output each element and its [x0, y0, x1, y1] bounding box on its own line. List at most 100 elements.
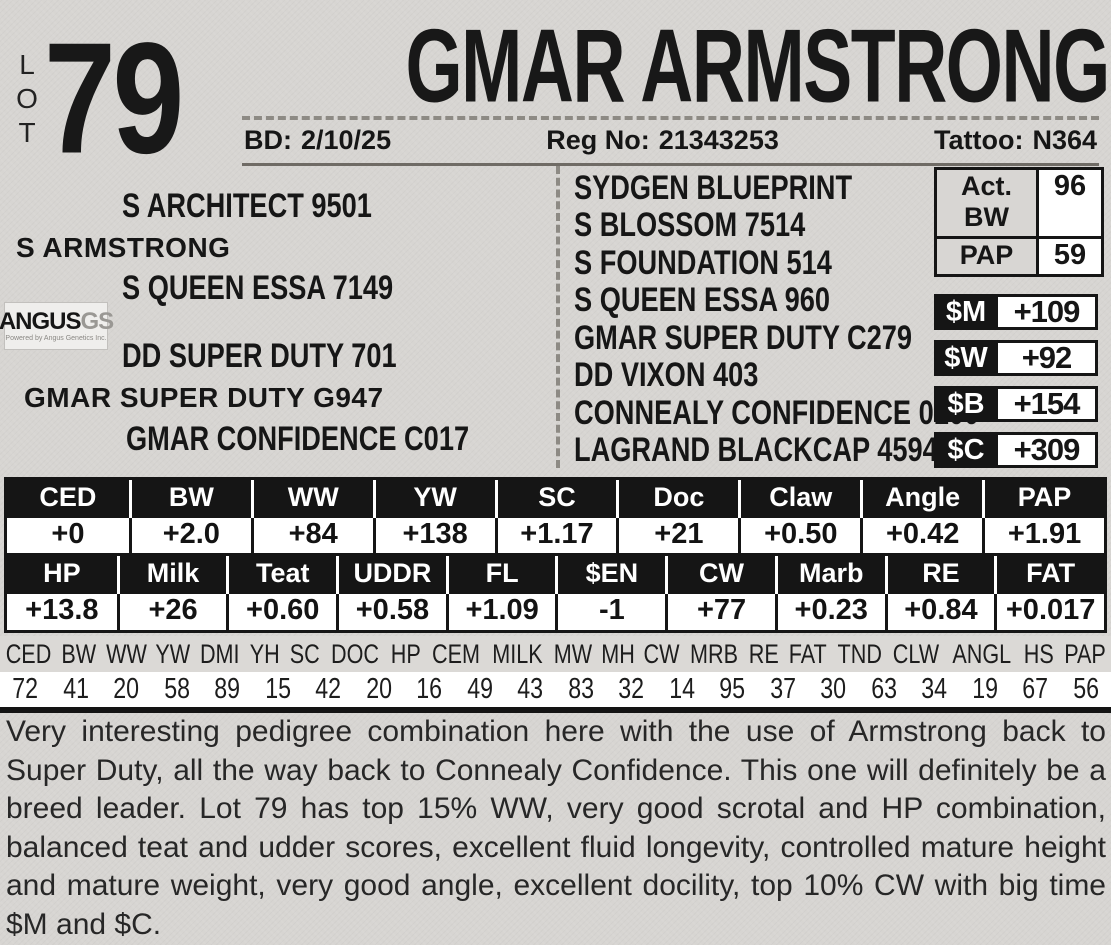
pedigree-ancestor-line: SYDGEN BLUEPRINT	[574, 169, 853, 207]
percentile-header-cell: HP	[390, 638, 421, 669]
page-title: GMAR ARMSTRONG N364	[232, 14, 1111, 118]
percentile-value-cell: 67	[1022, 673, 1049, 705]
reg-no-field: Reg No: 21343253	[546, 125, 779, 156]
percentile-value-cell: 89	[214, 673, 241, 705]
percentile-value-cell: 15	[264, 673, 291, 705]
angus-gs-logo-tagline: Powered by Angus Genetics Inc.	[5, 334, 107, 342]
dollar-index-column: $M +109 $W +92 $B +154 $C +309	[934, 294, 1098, 468]
info-band: BD: 2/10/25 Reg No: 21343253 Tattoo: N364	[242, 116, 1099, 166]
percentile-value-cell: 41	[62, 673, 89, 705]
pap-label: PAP	[937, 239, 1036, 274]
epd-value-cell: +77	[665, 594, 775, 630]
percentile-value-cell: 43	[517, 673, 544, 705]
epd-table-2-values: +13.8 +26 +0.60 +0.58 +1.09 -1 +77 +0.23 +0.84 +0…	[7, 594, 1104, 630]
epd-value-cell: +0.42	[860, 518, 983, 554]
percentile-header-cell: MILK	[491, 638, 543, 669]
epd-header-cell: FL	[445, 556, 556, 594]
epd-table-2-headers: HP Milk Teat UDDR FL $EN CW Marb RE FAT	[7, 556, 1104, 594]
epd-header-cell: CW	[665, 556, 775, 594]
pedigree-sire-dam: S QUEEN ESSA 7149	[122, 269, 394, 307]
percentile-header-cell: CLW	[892, 638, 940, 669]
percentile-header-cell: PAP	[1064, 638, 1106, 669]
percentile-value-cell: 20	[113, 673, 140, 705]
percentile-header-cell: RE	[748, 638, 779, 669]
pedigree-ancestor-line: S BLOSSOM 7514	[574, 206, 806, 245]
dollar-m-value: +109	[998, 294, 1095, 329]
act-bw-label: Act. BW	[937, 170, 1036, 236]
dollar-b-label: $B	[947, 387, 985, 420]
percentile-value-cell: 83	[567, 673, 594, 705]
percentile-header-cell: HS	[1023, 638, 1054, 669]
epd-header-cell: Doc	[616, 480, 739, 518]
pedigree-ancestor-line: S FOUNDATION 514	[574, 243, 832, 282]
act-bw-row: Act. BW 96	[937, 170, 1101, 236]
lot-letter: L	[19, 49, 35, 80]
epd-value-cell: +0.60	[226, 594, 337, 630]
percentile-header-cell: YW	[155, 638, 191, 669]
percentile-value-cell: 95	[719, 673, 746, 705]
tattoo-value: N364	[1032, 125, 1097, 155]
epd-header-cell: Angle	[860, 480, 983, 518]
pedigree-ancestor-line: LAGRAND BLACKCAP 4594	[574, 430, 938, 469]
epd-value-cell: +13.8	[7, 594, 117, 630]
epd-value-cell: +0.017	[994, 594, 1104, 630]
epd-table-1: CED BW WW YW SC Doc Claw Angle PAP +0 +2.0 +84 +138…	[4, 477, 1107, 557]
percentile-value-cell: 56	[1072, 673, 1099, 705]
percentile-header-cell: CED	[5, 638, 52, 669]
percentile-header-cell: BW	[61, 638, 97, 669]
percentile-value-cell: 49	[466, 673, 493, 705]
percentile-value-cell: 20	[365, 673, 392, 705]
epd-header-cell: WW	[250, 480, 373, 518]
percentile-header-cell: WW	[105, 638, 147, 669]
percentile-header-cell: SC	[290, 638, 321, 669]
percentile-header-cell: MW	[553, 638, 592, 669]
percentile-values: 72 41 20 58 89 15 42 20 16 49 43 83 32 14 95 37 30 63 34 19…	[0, 672, 1111, 707]
dollar-c-box: $C +309	[934, 432, 1098, 468]
percentile-value-cell: 72	[12, 673, 39, 705]
angus-gs-logo-text: ANGUSGS	[0, 307, 114, 335]
animal-name: GMAR ARMSTRONG N364	[405, 7, 1111, 125]
percentile-header-cell: MRB	[689, 638, 738, 669]
pedigree-dam-dam: GMAR CONFIDENCE C017	[126, 420, 470, 458]
epd-table-1-values: +0 +2.0 +84 +138 +1.17 +21 +0.50 +0.42 +1.91	[7, 518, 1104, 554]
lot-letter: O	[16, 83, 38, 114]
epd-header-cell: UDDR	[336, 556, 446, 594]
epd-value-cell: +0.23	[774, 594, 885, 630]
tattoo-label: Tattoo:	[933, 125, 1024, 155]
pedigree-ancestor-line: GMAR SUPER DUTY C279	[574, 318, 913, 357]
epd-value-cell: +21	[616, 518, 739, 554]
actual-stats-box: Act. BW 96 PAP 59	[934, 167, 1104, 277]
epd-header-cell: FAT	[994, 556, 1104, 594]
epd-value-cell: +2.0	[128, 518, 251, 554]
percentile-value-cell: 58	[163, 673, 190, 705]
percentile-bottom-rule	[0, 707, 1111, 713]
dollar-m-box: $M +109	[934, 294, 1098, 330]
epd-header-cell: Marb	[774, 556, 885, 594]
percentile-value-cell: 19	[971, 673, 998, 705]
epd-header-cell: CED	[7, 480, 129, 518]
pedigree-ancestor-line: S QUEEN ESSA 960	[574, 281, 830, 320]
pedigree-ancestors: SYDGEN BLUEPRINT S BLOSSOM 7514 S FOUNDATI…	[574, 169, 979, 469]
percentile-header-cell: MH	[600, 638, 635, 669]
epd-value-cell: +0	[7, 518, 129, 554]
pedigree-sire-sire: S ARCHITECT 9501	[122, 187, 372, 225]
angus-gs-logo: ANGUSGS Powered by Angus Genetics Inc.	[0, 302, 114, 350]
lot-label: L O T	[14, 50, 40, 148]
percentile-header-cell: CW	[643, 638, 680, 669]
epd-value-cell: +26	[116, 594, 227, 630]
percentile-value-cell: 63	[870, 673, 897, 705]
birth-date-field: BD: 2/10/25	[244, 125, 391, 156]
epd-value-cell: -1	[555, 594, 666, 630]
percentile-header-cell: FAT	[788, 638, 827, 669]
epd-header-cell: $EN	[555, 556, 666, 594]
percentile-value-cell: 32	[618, 673, 645, 705]
dollar-b-value: +154	[998, 386, 1095, 421]
birth-date-value: 2/10/25	[301, 125, 392, 155]
epd-value-cell: +0.84	[884, 594, 995, 630]
pedigree-sire-name: S ARMSTRONG	[16, 232, 231, 263]
epd-header-cell: Teat	[226, 556, 337, 594]
epd-value-cell: +1.09	[445, 594, 556, 630]
percentile-headers: CED BW WW YW DMI YH SC DOC HP CEM MILK MW MH CW MRB RE F…	[0, 636, 1111, 672]
epd-header-cell: PAP	[982, 480, 1104, 518]
